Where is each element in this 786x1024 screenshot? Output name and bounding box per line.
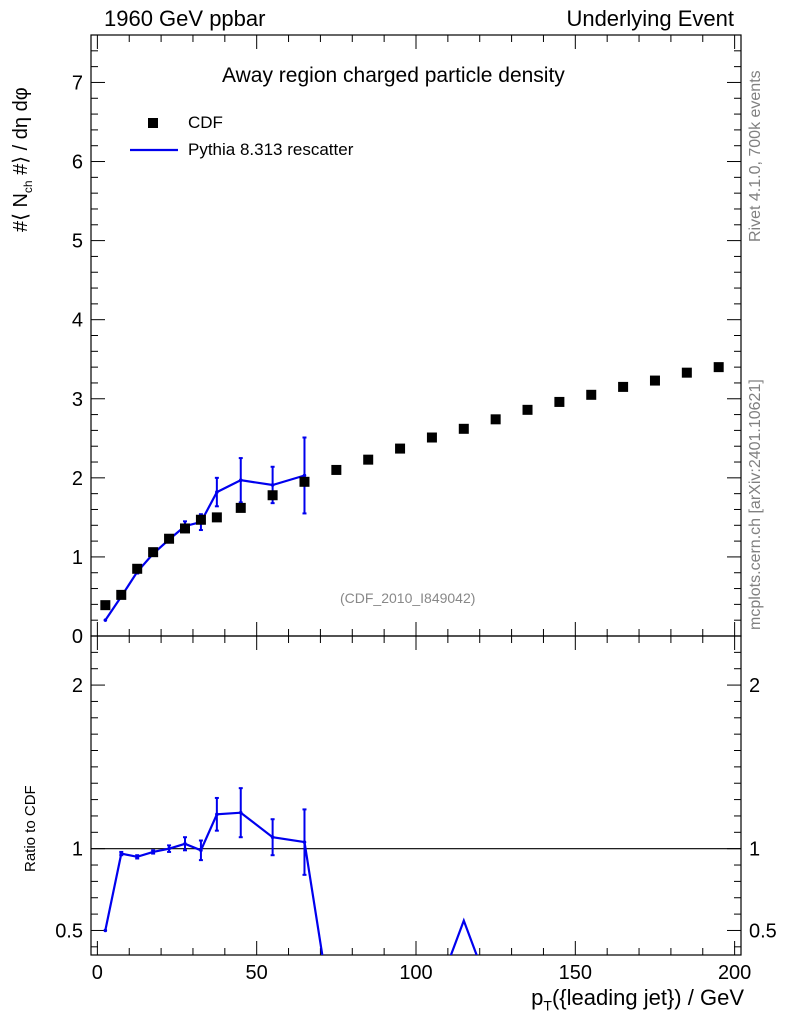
xlabel-a: p <box>531 985 544 1010</box>
cdf-point <box>132 563 143 574</box>
main-ylabel-b: #⟩ / dη dφ <box>10 87 32 181</box>
pythia-point <box>302 473 307 478</box>
cdf-point <box>395 443 406 454</box>
x-tick-label: 150 <box>559 962 592 984</box>
ratio-point <box>183 841 187 846</box>
ratio-frame <box>90 635 742 956</box>
main-y-tick-label: 2 <box>72 468 83 490</box>
pythia-series <box>103 436 307 622</box>
x-tick-label: 50 <box>246 962 268 984</box>
cdf-point <box>179 523 190 534</box>
x-tick-label: 100 <box>399 962 432 984</box>
ratio-y-tick-label-right: 0.5 <box>749 920 777 942</box>
cdf-point <box>235 502 246 513</box>
ratio-point <box>215 812 219 817</box>
cdf-point <box>681 367 692 378</box>
ratio-point <box>199 848 203 853</box>
cdf-point <box>116 589 127 600</box>
cdf-point <box>299 476 310 487</box>
ratio-y-tick-label-right: 1 <box>749 839 760 861</box>
mcplots-label: mcplots.cern.ch [arXiv:2401.10621] <box>747 379 764 630</box>
ratio-point <box>302 840 307 844</box>
cdf-point <box>331 464 342 475</box>
ratio-panel: 0 50 100 150 200 0.5 0.5 1 1 2 2 <box>55 635 777 984</box>
main-y-tick-label: 4 <box>72 310 83 332</box>
cdf-point <box>426 432 437 443</box>
ratio-pythia-line <box>104 811 324 955</box>
ratio-ylabel: Ratio to CDF <box>22 785 39 872</box>
header-left: 1960 GeV ppbar <box>104 6 266 31</box>
main-y-tick-label: 0 <box>72 626 83 648</box>
pythia-point <box>215 490 219 494</box>
main-y-tick-label: 7 <box>72 72 83 94</box>
ratio-point <box>119 851 124 856</box>
cdf-point <box>195 514 206 525</box>
cdf-point <box>649 375 660 386</box>
ratio-point <box>270 835 275 840</box>
cdf-point <box>267 490 278 501</box>
main-y-tick-label: 1 <box>72 547 83 569</box>
main-y-tick-label: 5 <box>72 231 83 253</box>
cdf-series <box>100 362 724 611</box>
cdf-point <box>618 381 629 392</box>
cdf-point <box>586 389 597 400</box>
ratio-point <box>167 846 171 851</box>
header-right: Underlying Event <box>566 6 734 31</box>
x-tick-label: 0 <box>92 962 103 984</box>
main-ylabel: #⟨ Nch #⟩ / dη dφ <box>8 87 35 232</box>
ratio-y-tick-label: 2 <box>72 675 83 697</box>
ratio-pythia-line <box>449 917 478 955</box>
ratio-y-tick-label: 1 <box>72 839 83 861</box>
cdf-point <box>713 362 724 373</box>
ratio-point <box>103 928 108 933</box>
chart-title: Away region charged particle density <box>222 64 565 87</box>
pythia-point <box>238 478 243 483</box>
ratio-point <box>151 850 155 854</box>
ratio-pythia-series <box>103 787 478 955</box>
pythia-point <box>270 483 275 487</box>
cdf-point <box>211 512 222 523</box>
main-y-tick-label: 3 <box>72 389 83 411</box>
rivet-version-label: Rivet 4.1.0, 700k events <box>747 70 764 242</box>
cdf-point <box>148 547 159 558</box>
cdf-point <box>363 454 374 465</box>
cdf-point <box>164 533 175 544</box>
cdf-point <box>490 414 501 425</box>
main-ylabel-sub: ch <box>21 180 35 194</box>
x-axis-label: pT({leading jet}) / GeV <box>531 985 744 1013</box>
ratio-point <box>135 855 140 859</box>
legend-marker-cdf <box>148 118 158 128</box>
main-y-tick-label: 6 <box>72 152 83 174</box>
main-panel: 0 1 2 3 4 5 6 7 <box>72 34 742 648</box>
legend-label-pythia: Pythia 8.313 rescatter <box>188 140 354 159</box>
x-tick-label: 200 <box>718 962 751 984</box>
ratio-y-tick-label: 0.5 <box>55 920 83 942</box>
xlabel-sub: T <box>543 997 552 1014</box>
ratio-point <box>238 810 243 815</box>
cdf-point <box>458 423 469 434</box>
xlabel-b: ({leading jet}) / GeV <box>551 985 744 1010</box>
ratio-y-tick-label-right: 2 <box>749 675 760 697</box>
cdf-point <box>554 396 565 407</box>
pythia-point <box>103 618 108 622</box>
cdf-point <box>522 404 533 415</box>
cdf-point <box>100 600 111 611</box>
analysis-watermark: (CDF_2010_I849042) <box>340 590 476 606</box>
main-ylabel-a: #⟨ N <box>10 193 32 232</box>
legend-label-cdf: CDF <box>188 113 223 132</box>
